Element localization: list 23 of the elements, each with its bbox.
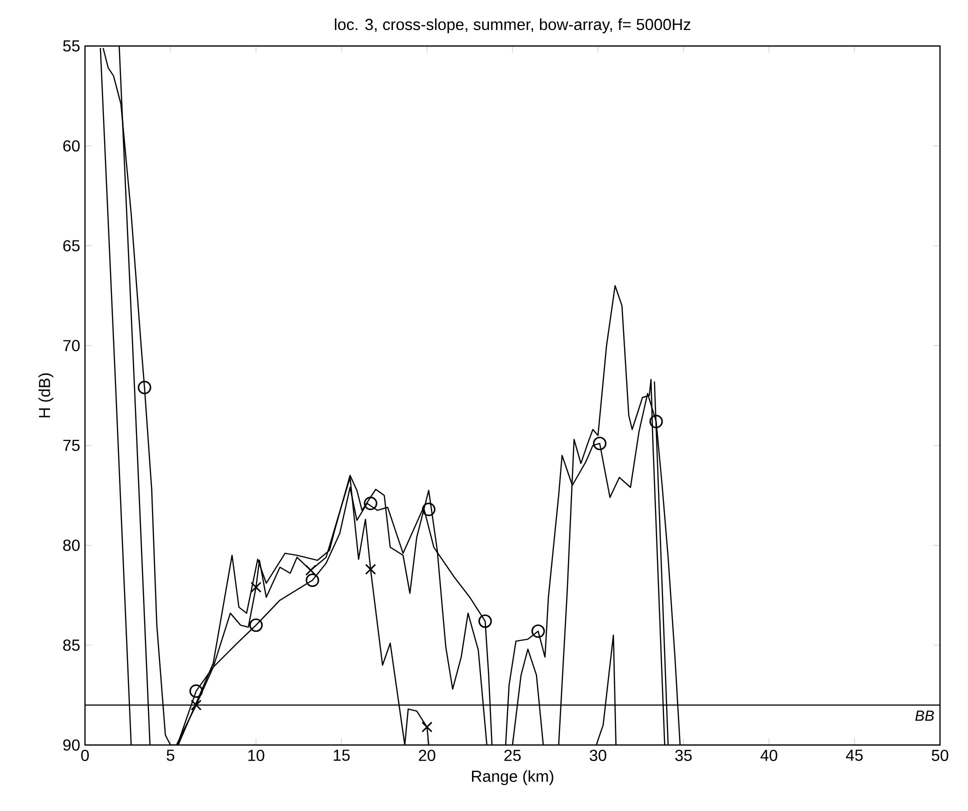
y-tick-label: 75 xyxy=(63,440,80,452)
x-tick-label: 50 xyxy=(932,750,948,762)
x-tick-label: 25 xyxy=(504,750,521,762)
ref-line-label: BB xyxy=(915,710,934,721)
x-tick-label: 15 xyxy=(334,750,350,761)
x-tick-label: 10 xyxy=(248,750,264,762)
y-tick-label: 80 xyxy=(63,540,80,551)
chart-title: loc. 3, cross-slope, summer, bow-array, f= 5000Hz xyxy=(334,18,690,34)
y-tick-label: 85 xyxy=(63,639,80,651)
x-tick-label: 40 xyxy=(760,750,778,762)
y-axis-title: H (dB) xyxy=(38,373,54,418)
y-tick-label: 65 xyxy=(63,240,80,252)
y-tick-label: 55 xyxy=(63,40,80,52)
x-tick-label: 30 xyxy=(590,750,606,762)
x-tick-label: 20 xyxy=(418,750,436,762)
y-tick-label: 90 xyxy=(63,739,80,751)
x-tick-label: 45 xyxy=(846,750,863,761)
x-tick-label: 35 xyxy=(675,750,692,762)
x-tick-label: 5 xyxy=(166,750,174,761)
x-axis-title: Range (km) xyxy=(472,770,554,786)
y-tick-label: 60 xyxy=(63,140,80,152)
x-tick-label: 0 xyxy=(81,750,89,762)
y-tick-label: 70 xyxy=(63,340,80,352)
